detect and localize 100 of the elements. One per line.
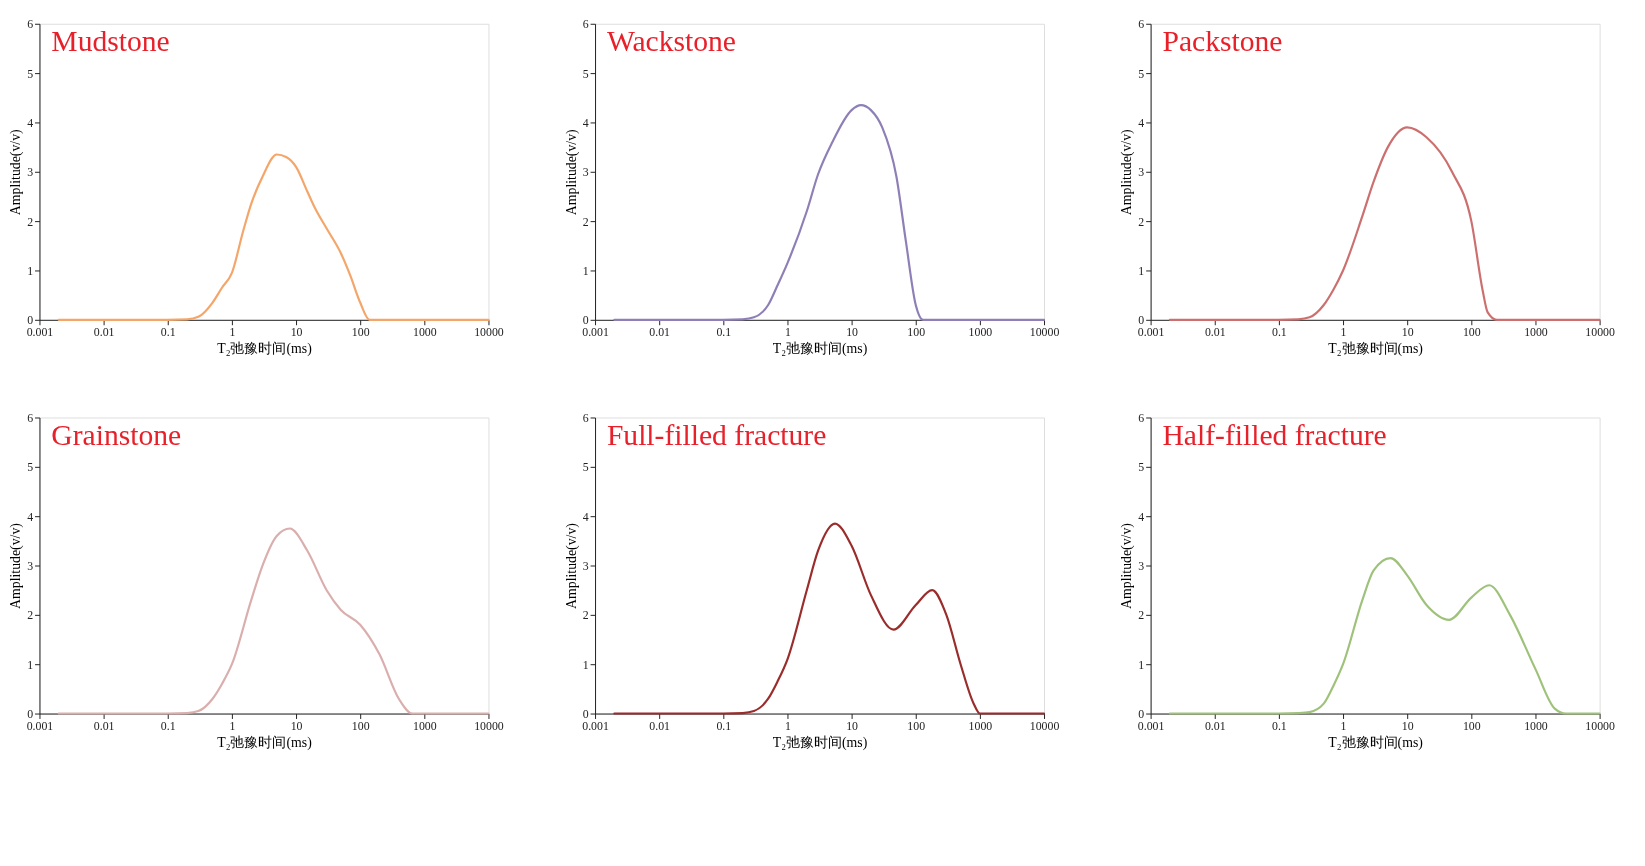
y-tick-label: 1	[582, 657, 589, 672]
y-tick-label: 1	[1138, 263, 1145, 278]
chart-title: Full-filled fracture	[606, 419, 827, 452]
y-tick-label: 5	[27, 460, 34, 475]
x-axis-title: T₂弛豫时间(ms)	[1328, 340, 1423, 357]
y-tick-label: 4	[1138, 115, 1145, 130]
x-axis-title: T₂弛豫时间(ms)	[217, 734, 312, 751]
y-tick-label: 6	[1138, 410, 1145, 425]
y-tick-label: 3	[1138, 558, 1145, 573]
y-axis-title: Amplitude(v/v)	[8, 523, 25, 609]
y-axis-title: Amplitude(v/v)	[1119, 129, 1136, 216]
chart-title: Half-filled fracture	[1162, 419, 1387, 452]
x-tick-label: 1	[1340, 718, 1347, 733]
chart-title: Mudstone	[51, 25, 170, 58]
y-tick-label: 4	[1138, 509, 1145, 524]
x-tick-label: 100	[907, 325, 926, 340]
y-axis-title: Amplitude(v/v)	[563, 129, 580, 216]
chart-title: Wackstone	[606, 25, 736, 58]
x-tick-label: 0.001	[1137, 325, 1165, 340]
chart-title: Grainstone	[51, 419, 182, 452]
x-tick-label: 1000	[1524, 325, 1548, 340]
x-tick-label: 0.001	[582, 325, 609, 340]
y-tick-label: 1	[582, 263, 589, 278]
y-tick-label: 4	[27, 509, 34, 524]
y-axis-title: Amplitude(v/v)	[8, 129, 25, 216]
x-tick-label: 1	[785, 718, 791, 733]
y-tick-label: 4	[27, 115, 34, 130]
x-tick-label: 0.01	[1204, 718, 1226, 733]
x-tick-label: 0.1	[716, 325, 732, 340]
x-tick-label: 1	[229, 718, 236, 733]
x-tick-label: 0.01	[649, 325, 671, 340]
x-tick-label: 1	[229, 325, 236, 340]
x-tick-label: 1000	[412, 325, 437, 340]
y-tick-label: 0	[27, 313, 34, 328]
y-tick-label: 5	[582, 66, 589, 81]
y-tick-label: 6	[27, 410, 34, 425]
y-tick-label: 3	[582, 558, 589, 573]
x-axis-title: T₂弛豫时间(ms)	[772, 340, 868, 357]
x-tick-label: 10	[290, 718, 303, 733]
x-tick-label: 10	[290, 325, 303, 340]
y-tick-label: 0	[582, 706, 589, 721]
x-tick-label: 1000	[1524, 718, 1548, 733]
y-tick-label: 2	[27, 214, 34, 229]
x-tick-label: 10000	[474, 325, 504, 340]
y-tick-label: 2	[1138, 608, 1145, 623]
y-tick-label: 0	[27, 706, 34, 721]
y-axis-title: Amplitude(v/v)	[1119, 523, 1136, 609]
x-tick-label: 0.001	[1137, 718, 1165, 733]
y-tick-label: 3	[1138, 165, 1145, 180]
x-tick-label: 0.1	[160, 718, 176, 733]
chart-title: Packstone	[1162, 25, 1283, 58]
y-tick-label: 1	[1138, 657, 1145, 672]
x-tick-label: 0.01	[649, 718, 671, 733]
y-axis-title: Amplitude(v/v)	[563, 523, 580, 609]
y-tick-label: 6	[582, 410, 589, 425]
y-tick-label: 4	[582, 509, 589, 524]
x-tick-label: 10000	[1585, 325, 1615, 340]
x-tick-label: 0.001	[582, 718, 609, 733]
y-tick-label: 1	[27, 657, 34, 672]
y-tick-label: 2	[1138, 214, 1145, 229]
y-tick-label: 1	[27, 263, 34, 278]
x-tick-label: 1000	[968, 325, 993, 340]
y-tick-label: 3	[27, 558, 34, 573]
x-axis-title: T₂弛豫时间(ms)	[1328, 734, 1423, 751]
x-tick-label: 1000	[968, 718, 993, 733]
x-tick-label: 0.01	[1204, 325, 1226, 340]
x-tick-label: 10000	[1029, 325, 1060, 340]
y-tick-label: 2	[27, 608, 34, 623]
y-tick-label: 0	[582, 313, 589, 328]
x-tick-label: 1000	[412, 718, 437, 733]
y-tick-label: 3	[27, 165, 34, 180]
x-tick-label: 0.1	[1271, 718, 1287, 733]
x-tick-label: 100	[907, 718, 926, 733]
x-tick-label: 0.001	[26, 325, 54, 340]
x-tick-label: 10	[846, 718, 859, 733]
x-tick-label: 10000	[1585, 718, 1615, 733]
y-tick-label: 5	[582, 460, 589, 475]
x-tick-label: 100	[351, 325, 370, 340]
y-tick-label: 4	[582, 115, 589, 130]
y-tick-label: 5	[27, 66, 34, 81]
y-tick-label: 5	[1138, 66, 1145, 81]
x-tick-label: 1	[1340, 325, 1347, 340]
y-tick-label: 6	[582, 17, 589, 32]
x-tick-label: 0.1	[160, 325, 176, 340]
x-tick-label: 0.01	[93, 325, 115, 340]
x-tick-label: 1	[785, 325, 791, 340]
y-tick-label: 6	[27, 17, 34, 32]
x-axis-title: T₂弛豫时间(ms)	[217, 340, 312, 357]
x-tick-label: 10	[1401, 325, 1414, 340]
x-tick-label: 10000	[1029, 718, 1060, 733]
x-tick-label: 100	[1462, 718, 1481, 733]
y-tick-label: 3	[582, 165, 589, 180]
y-tick-label: 0	[1138, 313, 1145, 328]
x-tick-label: 10	[1401, 718, 1414, 733]
y-tick-label: 2	[582, 214, 589, 229]
x-tick-label: 10	[846, 325, 859, 340]
x-tick-label: 100	[1462, 325, 1481, 340]
x-tick-label: 0.1	[1271, 325, 1287, 340]
x-axis-title: T₂弛豫时间(ms)	[772, 734, 868, 751]
x-tick-label: 0.01	[93, 718, 115, 733]
